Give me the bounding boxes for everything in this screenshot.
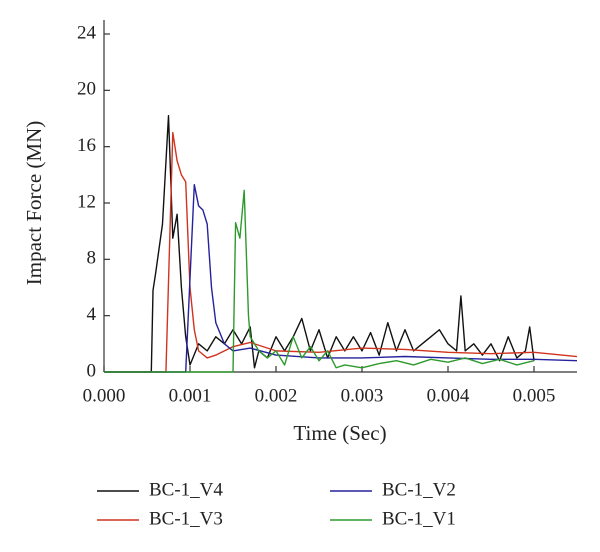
legend-label: BC-1_V1 bbox=[382, 508, 456, 529]
y-tick-label: 12 bbox=[77, 191, 96, 212]
x-tick-label: 0.004 bbox=[427, 385, 470, 406]
y-axis-label: Impact Force (MN) bbox=[22, 121, 46, 285]
series-line bbox=[104, 114, 535, 373]
series-line bbox=[104, 189, 535, 373]
legend-label: BC-1_V4 bbox=[149, 479, 223, 500]
y-tick-label: 16 bbox=[77, 135, 96, 156]
x-tick-label: 0.000 bbox=[83, 385, 126, 406]
x-axis-label: Time (Sec) bbox=[293, 421, 386, 445]
series-line bbox=[104, 131, 578, 373]
legend-label: BC-1_V3 bbox=[149, 508, 223, 529]
legend-label: BC-1_V2 bbox=[382, 479, 456, 500]
x-tick-label: 0.001 bbox=[169, 385, 212, 406]
y-tick-label: 8 bbox=[87, 248, 97, 269]
x-tick-label: 0.003 bbox=[341, 385, 384, 406]
y-tick-label: 24 bbox=[77, 22, 97, 43]
x-tick-label: 0.005 bbox=[513, 385, 556, 406]
y-tick-label: 4 bbox=[87, 304, 97, 325]
y-tick-label: 20 bbox=[77, 79, 96, 100]
y-tick-label: 0 bbox=[87, 360, 97, 381]
x-tick-label: 0.002 bbox=[255, 385, 298, 406]
